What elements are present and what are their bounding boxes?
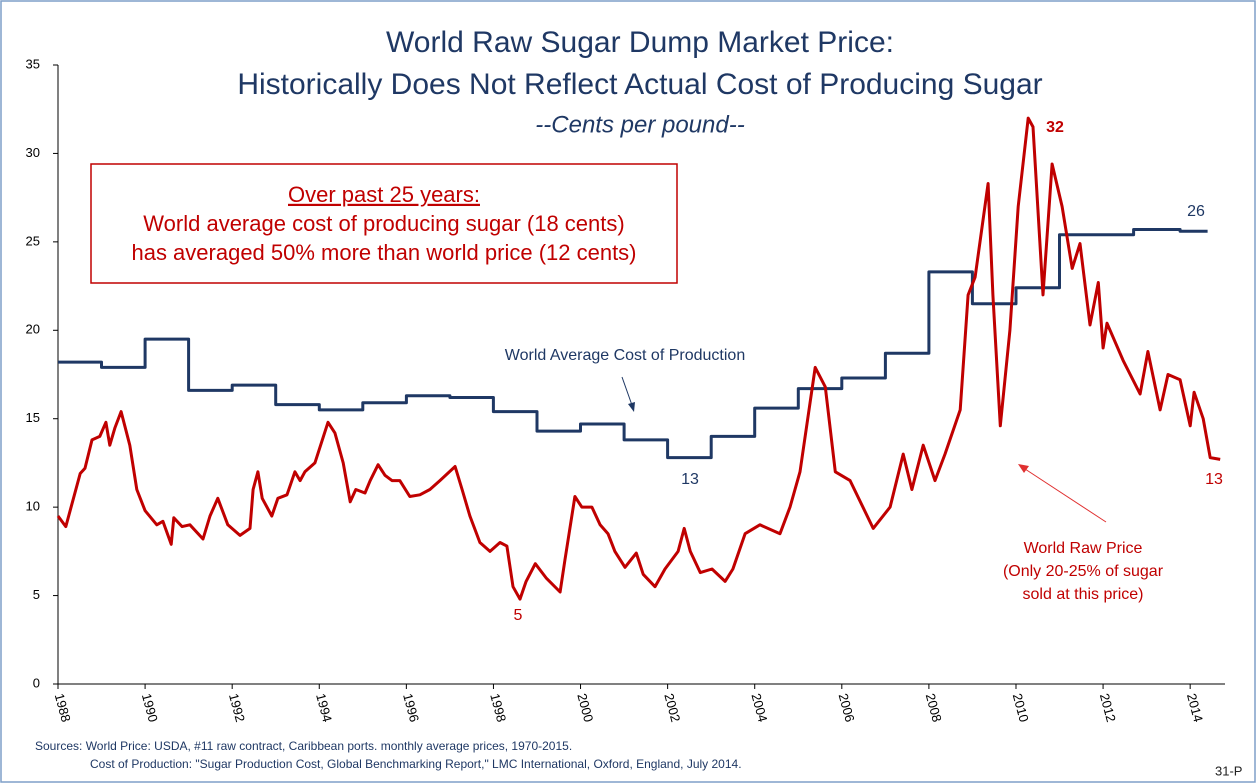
x-tick-label: 2014 <box>1184 692 1206 724</box>
chart-subtitle: --Cents per pound-- <box>535 111 744 138</box>
arrow-head <box>628 402 635 412</box>
annotation: sold at this price) <box>1023 586 1144 603</box>
annotation: 5 <box>514 607 523 624</box>
page-code: 31-P <box>1215 763 1242 778</box>
x-tick-label: 1990 <box>139 692 161 724</box>
x-tick-label: 2006 <box>836 692 858 724</box>
x-tick-label: 2000 <box>574 692 596 724</box>
arrow-head <box>1018 464 1029 473</box>
chart-title: Historically Does Not Reflect Actual Cos… <box>237 68 1042 101</box>
note-text: has averaged 50% more than world price (… <box>131 240 636 265</box>
annotation: 13 <box>1205 471 1223 488</box>
x-tick-label: 1998 <box>487 692 509 724</box>
x-tick-label: 1988 <box>52 692 74 724</box>
x-tick-label: 2004 <box>748 692 770 724</box>
x-tick-label: 1992 <box>226 692 248 724</box>
chart-title: World Raw Sugar Dump Market Price: <box>386 26 894 59</box>
x-tick-label: 1994 <box>313 692 335 724</box>
annotation: World Average Cost of Production <box>505 347 745 364</box>
y-tick-label: 15 <box>26 410 40 425</box>
arrow <box>1021 466 1107 523</box>
annotation: 13 <box>681 471 699 488</box>
y-tick-label: 30 <box>26 145 40 160</box>
x-tick-label: 1996 <box>400 692 422 724</box>
y-tick-label: 0 <box>33 675 40 690</box>
arrow <box>621 376 634 409</box>
y-tick-label: 20 <box>26 322 40 337</box>
y-tick-label: 5 <box>33 587 40 602</box>
note-box <box>90 163 678 284</box>
x-tick-label: 2010 <box>1010 692 1032 724</box>
annotation: (Only 20-25% of sugar <box>1003 563 1164 580</box>
source-note: Cost of Production: "Sugar Production Co… <box>90 757 742 771</box>
y-tick-label: 35 <box>26 56 40 71</box>
annotation: 32 <box>1046 119 1064 136</box>
note-text: Over past 25 years: <box>288 182 480 207</box>
y-tick-label: 25 <box>26 233 40 248</box>
note-text: World average cost of producing sugar (1… <box>143 211 624 236</box>
x-tick-label: 2012 <box>1097 692 1119 724</box>
x-tick-label: 2008 <box>923 692 945 724</box>
y-tick-label: 10 <box>26 499 40 514</box>
annotation: 26 <box>1187 203 1205 220</box>
annotation: World Raw Price <box>1024 540 1143 557</box>
source-note: Sources: World Price: USDA, #11 raw cont… <box>35 739 572 753</box>
series-line <box>56 116 1221 601</box>
x-tick-label: 2002 <box>661 692 683 724</box>
